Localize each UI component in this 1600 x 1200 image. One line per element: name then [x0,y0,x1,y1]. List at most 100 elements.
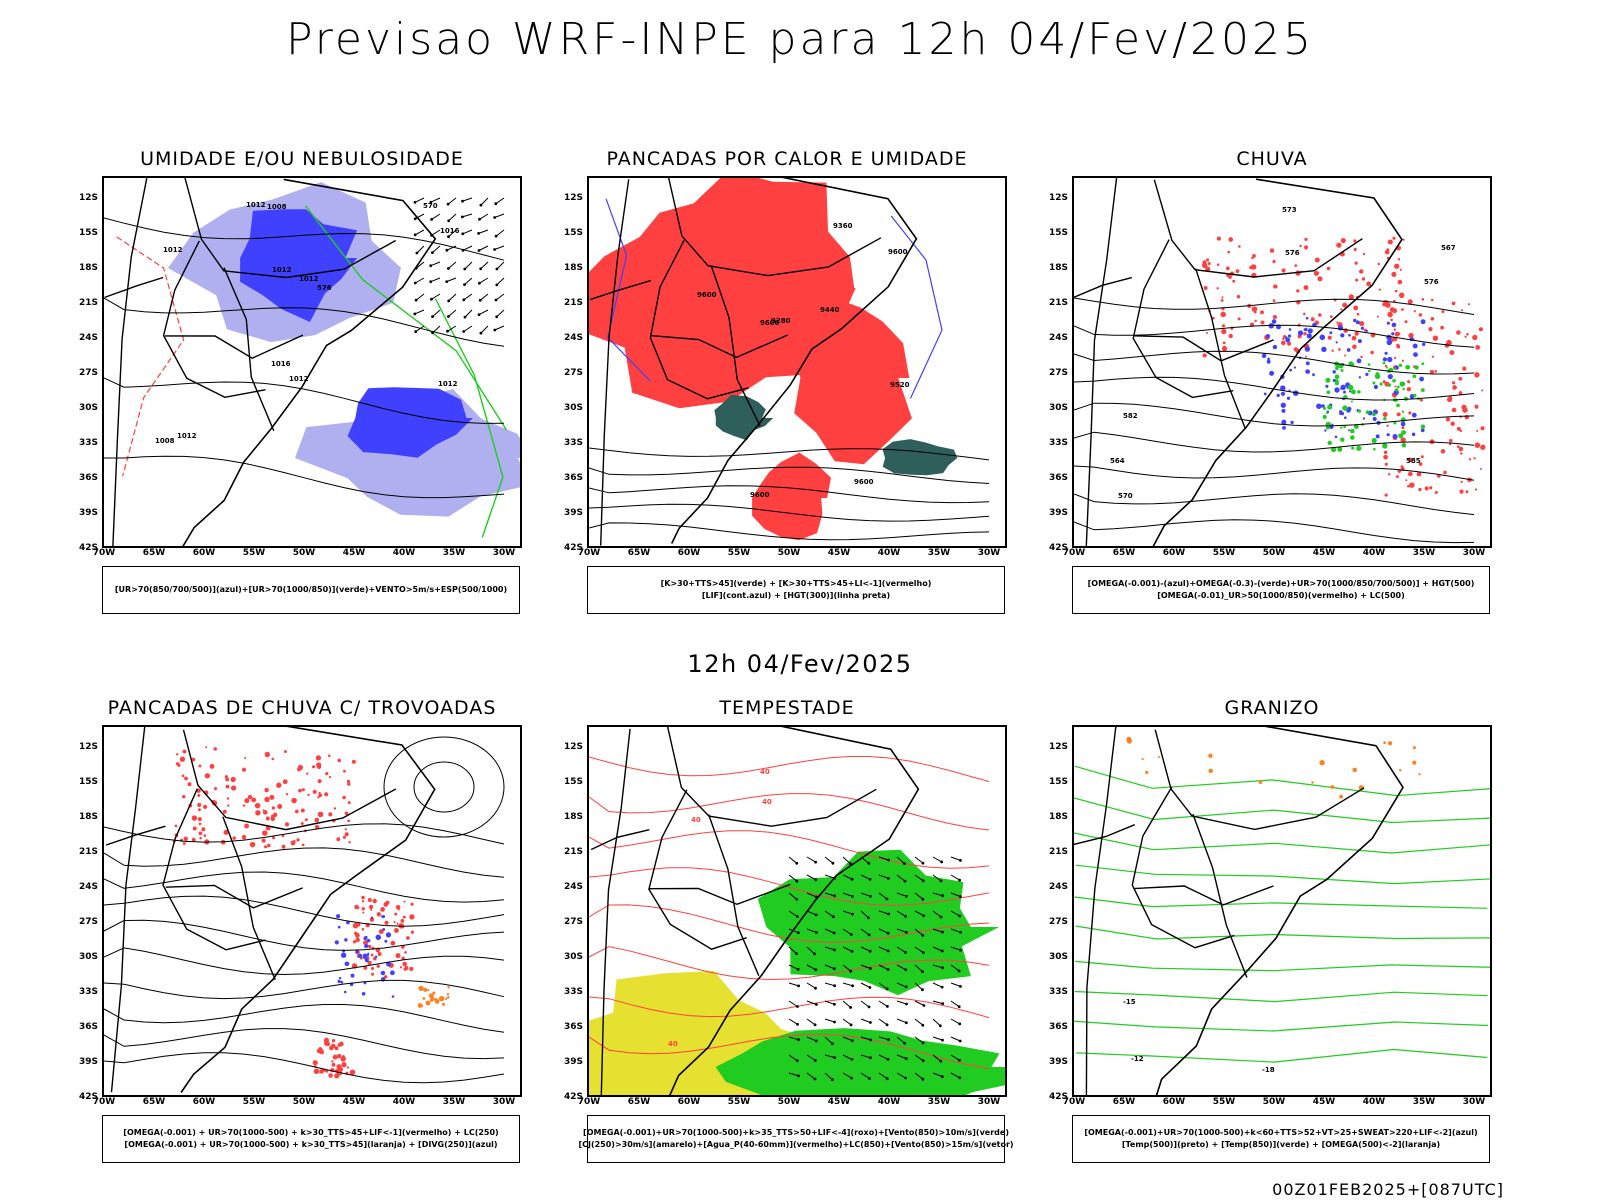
thunderstorm-cell [352,940,357,944]
rain-omega-strong-cell [1394,388,1399,392]
wind-vector [414,197,425,203]
rain-cell [1392,236,1396,240]
wind-vector [842,1018,852,1026]
thunderstorm-cell [182,842,186,845]
streamline-circle [383,736,505,838]
instability-area [882,439,958,476]
wind-vector [806,892,817,898]
lat-tick-label: 21S [563,298,583,308]
main-title: Previsao WRF-INPE para 12h 04/Fev/2025 [286,14,1314,65]
lat-tick-label: 27S [78,368,98,378]
lon-tick-label: 65W [1112,548,1136,558]
wind-vector [788,892,798,900]
rain-omega-cell [1386,334,1392,341]
thunderstorm-cell [395,953,401,959]
rain-cell [1418,487,1422,492]
rain-omega-cell [1334,387,1340,393]
rain-omega-strong-cell [1420,424,1426,429]
rain-cell [1361,277,1366,281]
rain-cell [1456,445,1460,448]
geopotential-line [1074,519,1475,544]
wind-vector [878,910,889,915]
streamline [104,979,505,1000]
panel-title: PANCADAS POR CALOR E UMIDADE [606,148,968,170]
rain-omega-cell [1319,334,1326,341]
thunderstorm-cell [342,795,346,800]
lat-tick-label: 15S [1048,228,1068,238]
rain-omega-cell [1421,342,1426,347]
rain-cell [1377,262,1381,266]
rain-cell [1304,237,1308,242]
rain-omega-cell [1261,353,1267,359]
wind-vector [494,245,505,250]
thunderstorm-cell [349,1069,356,1076]
wind-vector [842,856,851,865]
rain-cell [1416,471,1422,477]
geopotential-line [1074,465,1475,481]
wind-vector [788,1036,799,1041]
wind-vector [950,946,961,951]
rain-omega-cell [1321,404,1325,408]
thunderstorm-cell [324,792,329,797]
thunderstorm-cell [347,782,351,786]
thunderstorm-cell [409,966,414,972]
wind-vector [842,946,853,952]
country-border [666,727,877,827]
run-timestamp: 00Z01FEB2025+[087UTC] [1272,1180,1504,1199]
rain-cell [1446,339,1452,346]
rain-omega-strong-cell [1368,369,1371,373]
thunderstorm-cell [325,771,329,776]
wind-vector [480,325,489,334]
contour-label: 585 [1406,457,1421,465]
thunderstorm-cell [306,772,309,775]
low-level-jet-area [757,849,1000,996]
rain-cell [1272,259,1276,264]
rain-cell [1287,341,1292,346]
wind-vector-head [430,297,433,301]
thunderstorm-cell [199,836,202,840]
rain-cell [1459,429,1463,433]
wind-vector [860,1072,870,1079]
lat-tick-label: 36S [563,473,583,483]
geopotential-line [589,503,990,522]
rain-cell [1399,268,1402,271]
wind-vector-head [921,951,925,954]
wind-vector [478,229,489,234]
country-border [162,788,266,951]
rain-omega-strong-cell [1349,428,1355,434]
rain-cell [1458,446,1464,452]
rain-omega-cell [1365,329,1368,333]
rain-omega-cell [1386,339,1393,346]
map-layers: -12 -15 -18 [1074,727,1490,1095]
rain-omega-strong-cell [1396,403,1400,408]
wind-vector-head [477,313,481,316]
wind-vector [464,277,473,285]
wind-vector [431,229,441,236]
wind-vector-head [921,1059,925,1063]
rain-omega-cell [1356,358,1362,364]
divergence-cell [380,915,383,918]
wind-vector [430,277,441,283]
rain-cell [1396,412,1401,417]
wind-vector-head [921,1077,925,1081]
wind-vector [806,856,816,863]
wind-vector [932,892,943,897]
wind-vector [462,229,473,235]
wind-vector-head [795,879,799,883]
wind-vector [788,1018,798,1025]
rain-cell [1299,244,1302,248]
wind-vector [806,964,817,971]
thunderstorm-cell [273,812,278,817]
country-border [112,178,148,546]
rain-cell [1460,452,1463,455]
thunderstorm-cell [291,797,297,804]
rain-cell [1397,279,1403,285]
wind-vector-head [446,329,449,333]
wind-vector [932,1036,943,1041]
rain-cell [1385,302,1391,308]
lat-tick-label: 30S [1048,403,1068,413]
wind-vector [932,856,942,863]
contour-label: 40 [691,816,701,824]
contour-label: 1016 [271,360,291,368]
rain-cell [1461,404,1467,410]
